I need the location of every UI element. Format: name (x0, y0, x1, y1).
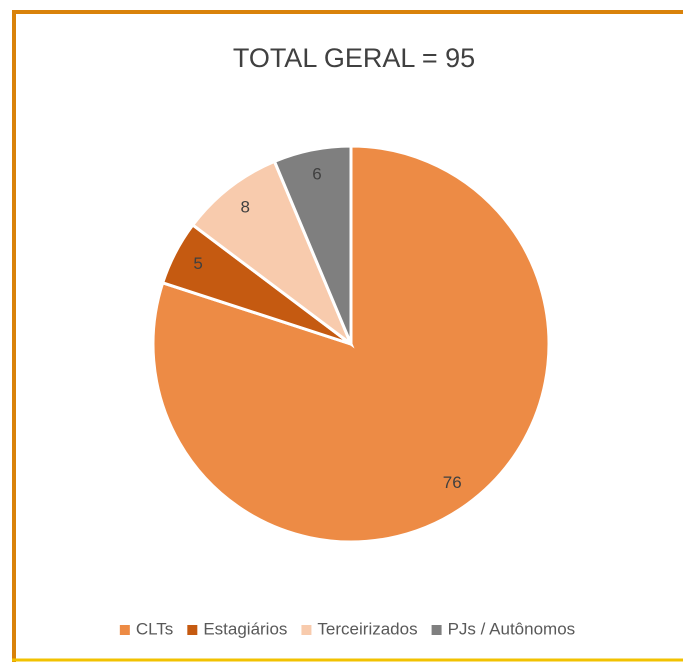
chart-title: TOTAL GERAL = 95 (233, 43, 475, 73)
legend-swatch (301, 625, 312, 635)
data-label: 6 (312, 165, 321, 184)
frame-border (12, 10, 683, 662)
legend-label: Terceirizados (317, 619, 417, 638)
legend-label: CLTs (136, 619, 173, 638)
data-label: 8 (240, 198, 249, 217)
data-label: 5 (193, 254, 202, 273)
legend: CLTs Estagiários Terceirizados PJs / Autôno… (119, 619, 576, 638)
legend-label: PJs / Autônomos (448, 619, 576, 638)
legend-label: Estagiários (203, 619, 287, 638)
legend-swatch (431, 625, 442, 635)
legend-swatch (187, 625, 198, 635)
pie-slice (190, 159, 355, 349)
pie-slice (272, 144, 353, 345)
data-label: 76 (443, 473, 462, 492)
legend-swatch (119, 625, 130, 635)
